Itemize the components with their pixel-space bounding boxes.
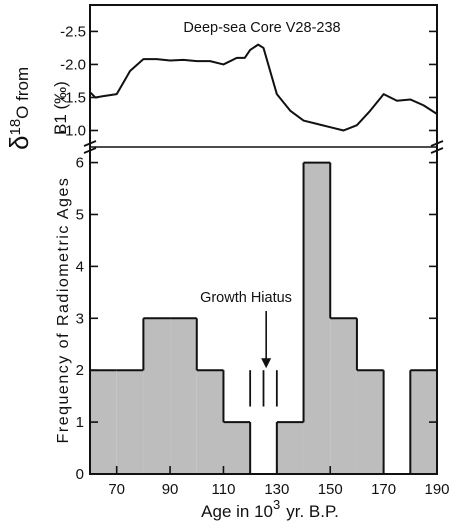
top-y-tick-label: -1.0 — [60, 122, 86, 139]
x-tick-label: 130 — [264, 481, 289, 498]
histogram-bar — [303, 162, 331, 475]
histogram-bar — [223, 422, 251, 474]
histogram-bar — [116, 370, 144, 474]
bottom-y-tick-label: 6 — [76, 155, 84, 172]
histogram-bar — [276, 422, 304, 474]
x-tick-label: 190 — [424, 481, 449, 498]
bottom-y-label: Frequency of Radiometric Ages — [55, 177, 72, 444]
histogram-bar — [143, 318, 171, 474]
bottom-y-tick-label: 3 — [76, 310, 84, 327]
bottom-y-tick-label: 2 — [76, 362, 84, 379]
bottom-y-tick-label: 4 — [76, 258, 84, 275]
x-tick-label: 170 — [371, 481, 396, 498]
histogram-bar — [356, 370, 384, 474]
growth-hiatus-label: Growth Hiatus — [200, 290, 292, 306]
delta-o18-line — [89, 43, 438, 132]
bottom-panel: 0 1 2 3 4 5 6 70 90 110 130 150 170 190 Growth Hiatus F… — [55, 155, 450, 521]
x-tick-label: 110 — [212, 481, 236, 498]
histogram-bar — [196, 370, 224, 474]
plot-frame — [89, 4, 438, 475]
growth-hiatus-arrow-head — [261, 358, 272, 369]
x-tick-label: 150 — [318, 481, 343, 498]
top-y-tick-label: -2.0 — [60, 56, 86, 73]
x-axis-label: Age in 103 yr. B.P. — [201, 497, 339, 521]
top-title: Deep-sea Core V28-238 — [183, 20, 340, 36]
histogram-bar — [330, 318, 357, 474]
top-y-label-line2: B1 (‰) — [51, 81, 70, 135]
top-y-tick-label: -1.5 — [60, 89, 86, 106]
x-tick-label: 70 — [108, 481, 125, 498]
top-y-label: δ18O from — [4, 67, 34, 150]
bottom-y-tick-label: 1 — [76, 414, 84, 431]
bottom-y-tick-label: 5 — [76, 206, 84, 223]
top-panel: -2.5 -2.0 -1.5 -1.0 Deep-sea Core V28-238 δ18… — [4, 20, 438, 150]
top-y-tick-label: -2.5 — [60, 23, 86, 40]
histogram-bar — [170, 318, 197, 474]
bottom-y-tick-label: 0 — [76, 466, 84, 483]
x-tick-label: 90 — [162, 481, 179, 498]
